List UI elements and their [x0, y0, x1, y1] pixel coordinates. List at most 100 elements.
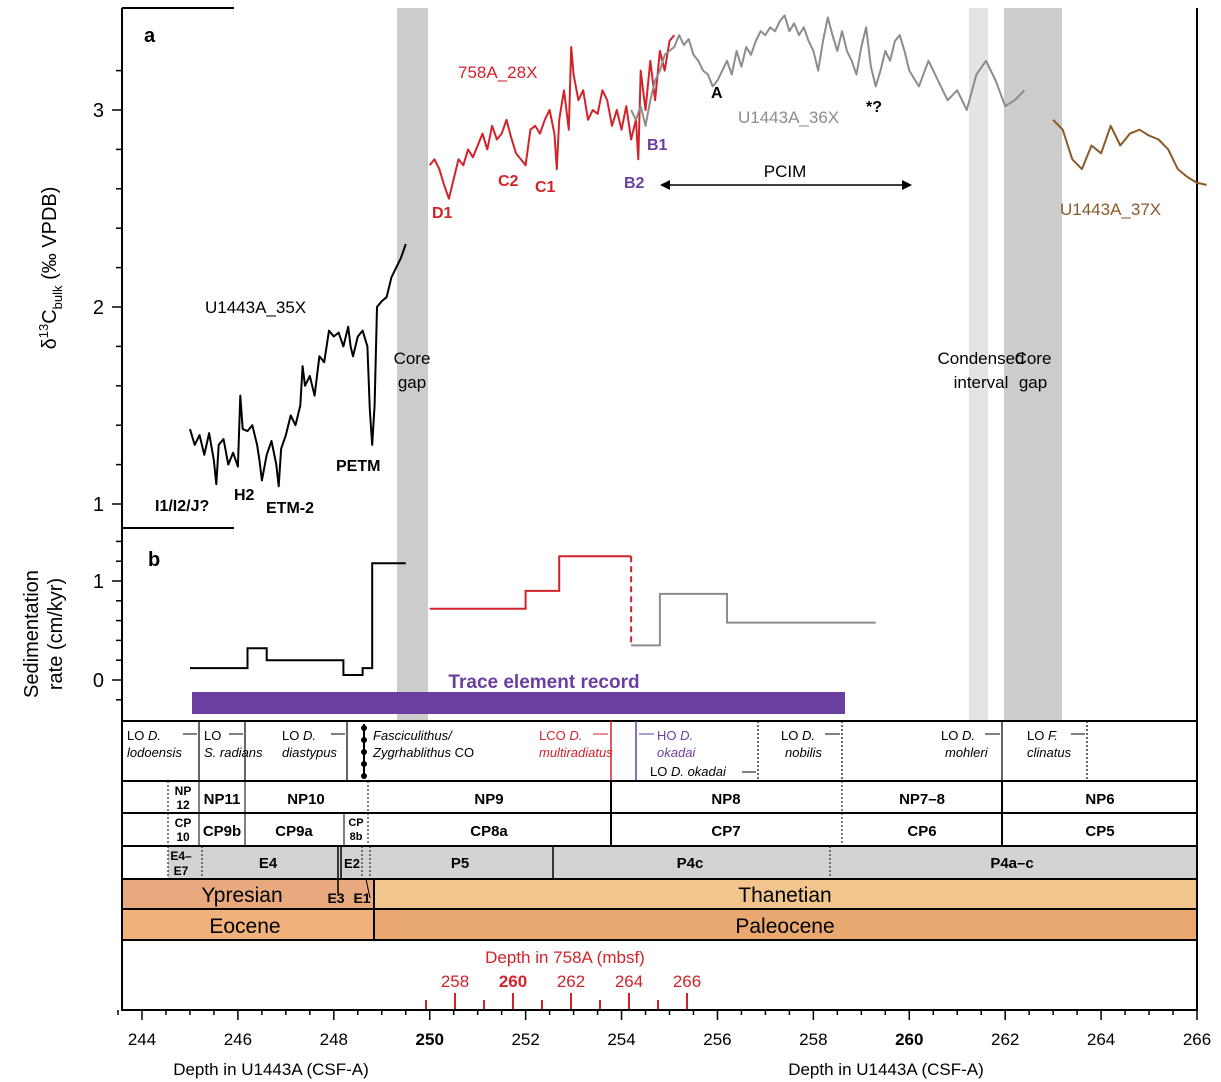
- okadai-ho: HO D.: [657, 728, 693, 743]
- pcim-arrow: [660, 180, 912, 190]
- series-label-28x: 758A_28X: [458, 63, 537, 82]
- ticks-758a: 258 260 262 264 266: [425, 972, 701, 1010]
- diastypus-lo: LO D.: [282, 728, 316, 743]
- x-tick-label: 250: [416, 1030, 444, 1049]
- core-gap-1: [397, 8, 428, 721]
- x-tick-label: 254: [607, 1030, 635, 1049]
- zone-np12-a: NP: [175, 784, 192, 798]
- y-axis-a-unit: (‰ VPDB): [39, 187, 61, 286]
- stages: Ypresian E3 E1 Thanetian: [121, 878, 1198, 910]
- zone-p4c: P4c: [677, 855, 704, 872]
- event-b2: B2: [624, 175, 645, 192]
- epoch-paleocene: Paleocene: [735, 915, 834, 938]
- zone-np6: NP6: [1085, 791, 1114, 808]
- y-axis-a-c: C: [39, 309, 61, 323]
- series-a-line: [189, 243, 407, 488]
- co-dot-4: [361, 761, 367, 767]
- y-tick-label-a: 3: [93, 100, 104, 122]
- y-tick-label-a: 2: [93, 297, 104, 319]
- tick-label-758a: 262: [557, 972, 585, 991]
- y-axis-b-title-2: rate (cm/kyr): [45, 578, 67, 690]
- zone-cp5: CP5: [1085, 823, 1114, 840]
- core-gap-2-label-2: gap: [1019, 373, 1047, 392]
- nanno-events-frame: [121, 720, 1198, 782]
- zone-p5: P5: [451, 855, 469, 872]
- radians-sp: S. radians: [204, 745, 263, 760]
- okadai-sp: okadai: [657, 745, 696, 760]
- axes: [121, 7, 1198, 721]
- clinatus-sp: clinatus: [1027, 745, 1072, 760]
- event-a: A: [711, 85, 723, 102]
- tick-label-758a: 260: [499, 972, 527, 991]
- tick-label-758a: 266: [673, 972, 701, 991]
- series-label-37x: U1443A_37X: [1060, 200, 1161, 219]
- x-tick-label: 248: [320, 1030, 348, 1049]
- condensed-label-2: interval: [954, 373, 1009, 392]
- event-c1: C1: [535, 179, 556, 196]
- y-tick-label-b: 0: [93, 670, 104, 692]
- x-tick-label: 256: [703, 1030, 731, 1049]
- lodoensis-sp: lodoensis: [127, 745, 182, 760]
- zone-np7-8: NP7–8: [899, 791, 945, 808]
- zone-np9: NP9: [474, 791, 503, 808]
- co-dot-5: [361, 773, 367, 779]
- event-etm2: ETM-2: [266, 500, 314, 517]
- x-tick-label: 260: [895, 1030, 923, 1049]
- y-axis-a-title: δ13Cbulk (‰ VPDB): [36, 187, 65, 350]
- co-sp: Fasciculithus/: [373, 728, 453, 743]
- zone-e4-e7-a: E4–: [170, 849, 192, 863]
- cp-zones: CP 10 CP9b CP9a CP 8b CP8a CP7 CP6 CP5: [121, 812, 1198, 847]
- mohleri-lo: LO D.: [941, 728, 975, 743]
- x-tick-label: 258: [799, 1030, 827, 1049]
- zone-cp8b-a: CP: [348, 817, 363, 829]
- core-gap-2: [1004, 8, 1062, 721]
- co-dot-2: [361, 737, 367, 743]
- y-tick-label-a: 1: [93, 494, 104, 516]
- nobilis-sp: nobilis: [785, 745, 822, 760]
- lodoensis-lo: LO D.: [127, 728, 161, 743]
- zone-e4-e7-b: E7: [174, 864, 189, 878]
- gap-columns: [397, 8, 1062, 721]
- panel-a-label: a: [144, 25, 156, 47]
- y-axis-a-sub: bulk: [50, 285, 65, 309]
- x-tick-label: 244: [128, 1030, 156, 1049]
- series-a: [189, 14, 1207, 488]
- y-axis-a-delta: δ: [39, 338, 61, 349]
- trace-element-bar: [192, 692, 845, 714]
- radians-lo: LO: [204, 728, 221, 743]
- depth-758a-label: Depth in 758A (mbsf): [485, 948, 645, 967]
- zone-e2: E2: [344, 856, 360, 871]
- series-b: [190, 555, 876, 676]
- zone-cp10-b: 10: [176, 830, 190, 844]
- tick-label-758a: 264: [615, 972, 643, 991]
- epochs: Eocene Paleocene: [121, 908, 1198, 941]
- multiradiatus-sp: multiradiatus: [539, 745, 613, 760]
- nobilis-lo: LO D.: [781, 728, 815, 743]
- x-ticks: 244 246 248 250 252 254 256 258 260 262 264 266: [117, 1010, 1211, 1049]
- y-axis-b-title-1: Sedimentation: [21, 570, 43, 698]
- event-c2: C2: [498, 173, 519, 190]
- zone-e4: E4: [259, 855, 278, 872]
- x-tick-label: 246: [224, 1030, 252, 1049]
- x-tick-label: 266: [1183, 1030, 1211, 1049]
- series-b-line: [429, 555, 632, 610]
- zone-cp8b-b: 8b: [350, 831, 363, 843]
- event-d1: D1: [432, 205, 453, 222]
- y-axis-a-sup: 13: [36, 324, 51, 338]
- x-axis-label-right: Depth in U1443A (CSF-A): [788, 1060, 984, 1079]
- zone-np8: NP8: [711, 791, 740, 808]
- series-a-line: [630, 14, 1026, 127]
- y-tick-label-b: 1: [93, 571, 104, 593]
- trace-element-label: Trace element record: [448, 672, 639, 693]
- y-ticks-a: 1 2 3: [93, 69, 122, 516]
- series-label-36x: U1443A_36X: [738, 108, 839, 127]
- np-zones: NP 12 NP11 NP10 NP9 NP8 NP7–8 NP6: [121, 780, 1198, 814]
- zone-cp6: CP6: [907, 823, 936, 840]
- event-i1: I1/I2/J?: [155, 498, 209, 515]
- pcim-label: PCIM: [764, 162, 807, 181]
- stage-thanetian: Thanetian: [738, 884, 831, 907]
- zone-p4a-c: P4a–c: [990, 855, 1033, 872]
- zone-np12-b: 12: [176, 798, 190, 812]
- diastypus-sp: diastypus: [282, 745, 337, 760]
